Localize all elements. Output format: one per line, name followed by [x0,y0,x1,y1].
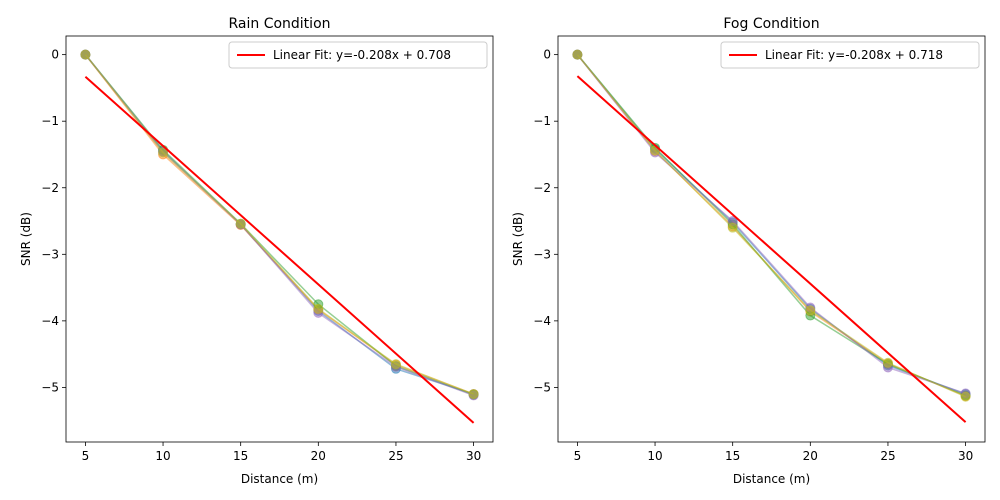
axes-frame [65,35,494,443]
series-5-point [572,49,583,60]
series-5-point [468,389,479,400]
series-line-3 [84,54,474,396]
x-tick-label: 5 [574,449,582,463]
y-tick-label: 0 [543,48,551,62]
series-5-point [882,357,893,368]
x-tick-label: 20 [803,449,818,463]
x-tick-label: 10 [155,449,170,463]
series-5-point [960,391,971,402]
series-line-2 [576,54,966,397]
series-line-4 [576,54,966,395]
series-5-point [80,49,91,60]
chart-panel-2: 5 10 15 20 25 30 0 −1 −2 −3 −4 −5 Fog Condition Dista… [511,16,986,486]
x-tick-label: 30 [958,449,973,463]
series-5-point [313,303,324,314]
y-tick-label: −5 [41,380,59,394]
x-tick-label: 20 [311,449,326,463]
axes-frame [557,35,986,443]
x-tick-label: 25 [880,449,895,463]
series-line-2 [84,54,474,395]
x-tick-label: 30 [466,449,481,463]
y-tick-label: −2 [41,181,59,195]
chart-title: Fog Condition [723,16,819,32]
legend-box [228,41,488,69]
series-line-5 [84,54,474,395]
legend: Linear Fit: y=-0.208x + 0.708 [228,41,488,69]
legend-entry: Linear Fit: y=-0.208x + 0.708 [273,48,451,62]
y-tick-label: −2 [533,181,551,195]
x-tick-label: 25 [388,449,403,463]
y-tick-label: −4 [41,314,59,328]
y-tick-label: −3 [41,247,59,261]
x-tick-label: 10 [647,449,662,463]
legend-box [720,41,980,69]
series-5-point [805,305,816,316]
x-axis-label: Distance (m) [241,472,318,486]
series-5-point [390,359,401,370]
y-tick-label: −3 [533,247,551,261]
y-tick-label: −1 [41,114,59,128]
y-axis-label: SNR (dB) [19,212,33,266]
y-tick-label: −4 [533,314,551,328]
x-tick-label: 5 [82,449,90,463]
legend-entry: Linear Fit: y=-0.208x + 0.718 [765,48,943,62]
series-line-1 [576,54,966,395]
series-5-point [158,147,169,158]
y-tick-label: −5 [533,380,551,394]
x-axis-label: Distance (m) [733,472,810,486]
y-tick-label: −1 [533,114,551,128]
series-line-5 [576,54,966,398]
series-line-4 [84,54,474,397]
series-5-point [727,222,738,233]
series-line-1 [84,54,474,395]
chart-panel-1: 5 10 15 20 25 30 0 −1 −2 −3 −4 −5 Rain Condition Dist… [19,16,494,486]
series-line-3 [576,54,966,397]
y-axis-label: SNR (dB) [511,212,525,266]
y-tick-label: 0 [51,48,59,62]
linear-fit-line [84,75,475,424]
linear-fit-line [576,75,967,423]
x-tick-label: 15 [233,449,248,463]
legend: Linear Fit: y=-0.208x + 0.718 [720,41,980,69]
chart-title: Rain Condition [228,16,330,32]
x-tick-label: 15 [725,449,740,463]
series-5-point [235,218,246,229]
